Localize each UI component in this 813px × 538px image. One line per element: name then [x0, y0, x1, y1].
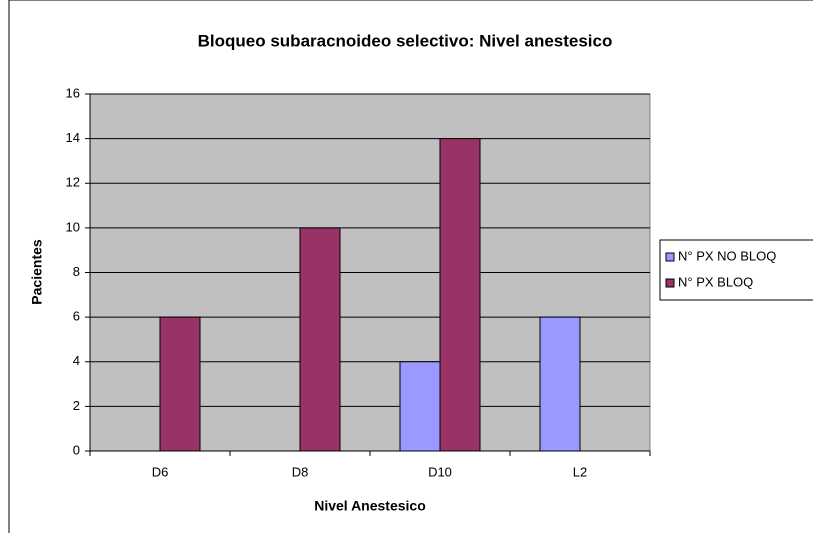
x-tick-label: D6	[152, 464, 169, 479]
y-axis-title: Pacientes	[29, 239, 45, 305]
legend-label: N° PX BLOQ	[678, 274, 753, 289]
x-tick-label: D10	[428, 464, 452, 479]
bar	[299, 227, 341, 452]
y-tick-label: 14	[66, 130, 80, 145]
y-tick-label: 0	[73, 442, 80, 457]
legend-label: N° PX NO BLOQ	[678, 248, 776, 263]
bar	[439, 138, 481, 452]
legend-swatch	[665, 252, 675, 262]
legend-box	[659, 239, 813, 301]
legend-swatch	[665, 278, 675, 288]
y-tick-label: 6	[73, 309, 80, 324]
x-tick-label: D8	[292, 464, 309, 479]
y-tick-label: 12	[66, 175, 80, 190]
y-tick-label: 16	[66, 85, 80, 100]
y-tick-label: 4	[73, 353, 80, 368]
x-tick-label: L2	[573, 464, 587, 479]
bar	[399, 361, 441, 452]
bar	[539, 316, 581, 452]
y-tick-label: 8	[73, 264, 80, 279]
y-tick-label: 2	[73, 398, 80, 413]
y-tick-label: 10	[66, 219, 80, 234]
x-axis-title: Nivel Anestesico	[314, 498, 426, 514]
chart-title: Bloqueo subaracnoideo selectivo: Nivel a…	[198, 31, 613, 50]
bar	[159, 316, 201, 452]
